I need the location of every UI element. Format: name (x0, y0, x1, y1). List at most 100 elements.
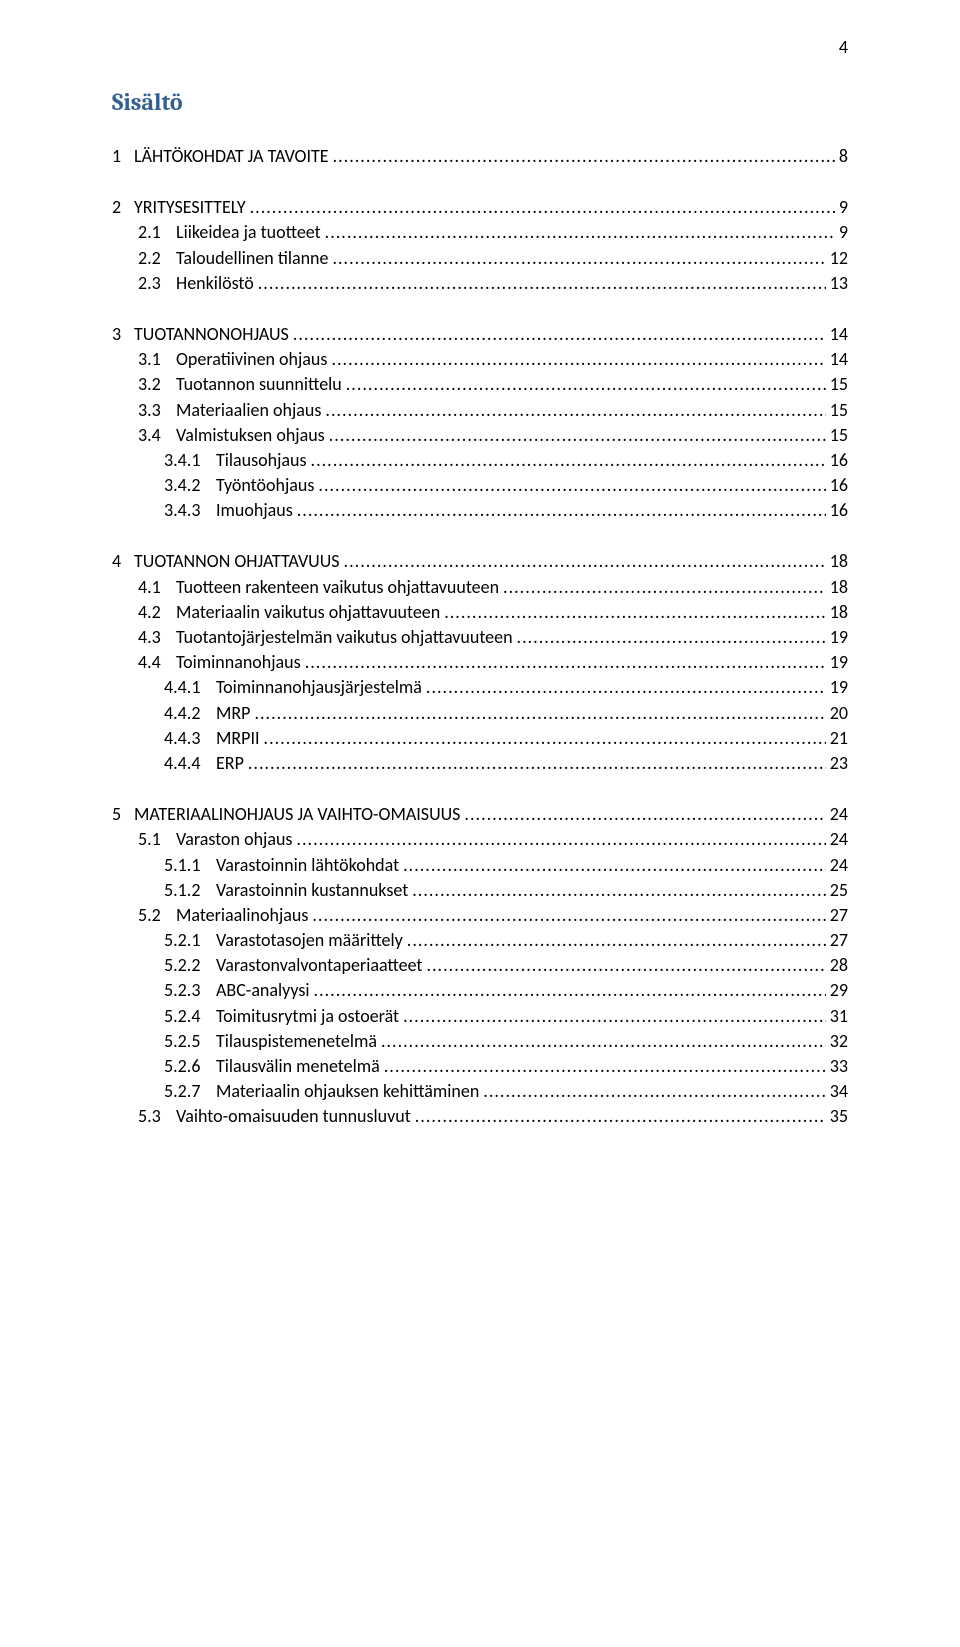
toc-entry[interactable]: 5.1.2 Varastoinnin kustannukset25 (112, 878, 848, 903)
toc-entry-page: 15 (830, 398, 848, 423)
toc-leader-dots (464, 802, 825, 827)
toc-entry[interactable]: 4 TUOTANNON OHJATTAVUUS18 (112, 549, 848, 574)
toc-leader-dots (248, 751, 826, 776)
toc-entry[interactable]: 4.1 Tuotteen rakenteen vaikutus ohjattav… (112, 575, 848, 600)
toc-entry-number: 5.2.1 (164, 928, 216, 953)
toc-entry-title: ERP (216, 751, 244, 776)
toc-leader-dots (426, 675, 826, 700)
toc-leader-dots (332, 246, 825, 271)
toc-entry-number: 5.2.7 (164, 1079, 216, 1104)
toc-entry-page: 31 (830, 1004, 848, 1029)
toc-leader-dots (318, 473, 825, 498)
toc-entry[interactable]: 3.4.2 Työntöohjaus16 (112, 473, 848, 498)
toc-group: 3 TUOTANNONOHJAUS143.1 Operatiivinen ohj… (112, 322, 848, 524)
toc-entry-number: 5 (112, 802, 134, 827)
toc-entry-title: MRP (216, 701, 250, 726)
toc-entry-number: 3.1 (138, 347, 176, 372)
toc-entry[interactable]: 3.4.1 Tilausohjaus16 (112, 448, 848, 473)
toc-entry-number: 4.4.3 (164, 726, 216, 751)
toc-entry[interactable]: 4.2 Materiaalin vaikutus ohjattavuuteen1… (112, 600, 848, 625)
toc-entry[interactable]: 2.2 Taloudellinen tilanne12 (112, 246, 848, 271)
toc-entry-title: Tuotantojärjestelmän vaikutus ohjattavuu… (176, 625, 513, 650)
toc-entry-page: 18 (830, 549, 848, 574)
toc-entry-page: 9 (839, 220, 848, 245)
toc-entry-title: Toiminnanohjausjärjestelmä (216, 675, 422, 700)
toc-entry-page: 8 (839, 144, 848, 169)
toc-entry[interactable]: 4.4.1 Toiminnanohjausjärjestelmä19 (112, 675, 848, 700)
toc-entry-title: Tilausvälin menetelmä (216, 1054, 380, 1079)
toc-entry[interactable]: 5.1 Varaston ohjaus24 (112, 827, 848, 852)
toc-leader-dots (381, 1029, 826, 1054)
toc-entry[interactable]: 2.1 Liikeidea ja tuotteet9 (112, 220, 848, 245)
toc-entry-title: Vaihto-omaisuuden tunnusluvut (176, 1104, 411, 1129)
toc-entry[interactable]: 2.3 Henkilöstö13 (112, 271, 848, 296)
toc-leader-dots (444, 600, 826, 625)
toc-entry[interactable]: 1 LÄHTÖKOHDAT JA TAVOITE8 (112, 144, 848, 169)
toc-entry[interactable]: 3.1 Operatiivinen ohjaus14 (112, 347, 848, 372)
toc-entry[interactable]: 4.4.2 MRP20 (112, 701, 848, 726)
toc-entry[interactable]: 5.2.5 Tilauspistemenetelmä32 (112, 1029, 848, 1054)
toc-entry[interactable]: 3.3 Materiaalien ohjaus15 (112, 398, 848, 423)
toc-entry-number: 4.2 (138, 600, 176, 625)
toc-entry[interactable]: 5 MATERIAALINOHJAUS JA VAIHTO-OMAISUUS24 (112, 802, 848, 827)
toc-entry[interactable]: 4.4 Toiminnanohjaus19 (112, 650, 848, 675)
toc-entry-title: TUOTANNONOHJAUS (134, 322, 289, 347)
toc-entry-number: 3.2 (138, 372, 176, 397)
toc-entry-number: 4 (112, 549, 134, 574)
toc-entry-page: 32 (830, 1029, 848, 1054)
toc-entry[interactable]: 5.2.6 Tilausvälin menetelmä33 (112, 1054, 848, 1079)
toc-entry-title: Imuohjaus (216, 498, 293, 523)
toc-leader-dots (403, 853, 826, 878)
toc-entry[interactable]: 5.2.7 Materiaalin ohjauksen kehittäminen… (112, 1079, 848, 1104)
toc-entry[interactable]: 5.2.2 Varastonvalvontaperiaatteet28 (112, 953, 848, 978)
toc-entry[interactable]: 5.2.4 Toimitusrytmi ja ostoerät31 (112, 1004, 848, 1029)
toc-entry[interactable]: 3.4.3 Imuohjaus16 (112, 498, 848, 523)
toc-leader-dots (264, 726, 826, 751)
toc-entry-number: 4.4.4 (164, 751, 216, 776)
toc-entry-number: 5.1.1 (164, 853, 216, 878)
toc-entry[interactable]: 5.3 Vaihto-omaisuuden tunnusluvut35 (112, 1104, 848, 1129)
toc-entry[interactable]: 5.2.1 Varastotasojen määrittely27 (112, 928, 848, 953)
toc-entry-number: 3 (112, 322, 134, 347)
toc-entry-title: Varastonvalvontaperiaatteet (216, 953, 422, 978)
toc-entry-title: Tilausohjaus (216, 448, 307, 473)
toc-entry[interactable]: 3.4 Valmistuksen ohjaus15 (112, 423, 848, 448)
toc-entry-page: 13 (830, 271, 848, 296)
toc-entry-title: Operatiivinen ohjaus (176, 347, 327, 372)
toc-leader-dots (325, 398, 825, 423)
toc-entry[interactable]: 4.3 Tuotantojärjestelmän vaikutus ohjatt… (112, 625, 848, 650)
toc-entry-title: Toiminnanohjaus (176, 650, 301, 675)
toc-leader-dots (333, 144, 835, 169)
toc-entry-number: 4.3 (138, 625, 176, 650)
toc-entry-page: 24 (830, 853, 848, 878)
toc-entry-number: 5.2.2 (164, 953, 216, 978)
toc-entry-title: Työntöohjaus (216, 473, 314, 498)
toc-entry-title: Varaston ohjaus (176, 827, 292, 852)
toc-leader-dots (312, 903, 825, 928)
toc-entry[interactable]: 5.1.1 Varastoinnin lähtökohdat24 (112, 853, 848, 878)
toc-entry-page: 15 (830, 372, 848, 397)
toc-entry-page: 16 (830, 448, 848, 473)
toc-entry-page: 23 (830, 751, 848, 776)
toc-leader-dots (331, 347, 825, 372)
toc-entry-title: YRITYSESITTELY (134, 195, 246, 220)
toc-entry-number: 2.1 (138, 220, 176, 245)
toc-entry-page: 21 (830, 726, 848, 751)
toc-entry[interactable]: 2 YRITYSESITTELY9 (112, 195, 848, 220)
toc-entry[interactable]: 5.2 Materiaalinohjaus27 (112, 903, 848, 928)
toc-entry[interactable]: 4.4.4 ERP 23 (112, 751, 848, 776)
toc-entry-page: 14 (830, 322, 848, 347)
toc-entry[interactable]: 3 TUOTANNONOHJAUS 14 (112, 322, 848, 347)
toc-leader-dots (254, 701, 825, 726)
toc-leader-dots (426, 953, 825, 978)
toc-entry[interactable]: 4.4.3 MRPII21 (112, 726, 848, 751)
toc-entry-number: 5.2.6 (164, 1054, 216, 1079)
toc-entry-number: 2.2 (138, 246, 176, 271)
toc-entry-number: 2.3 (138, 271, 176, 296)
toc-group: 5 MATERIAALINOHJAUS JA VAIHTO-OMAISUUS24… (112, 802, 848, 1129)
toc-leader-dots (305, 650, 826, 675)
toc-entry[interactable]: 5.2.3 ABC-analyysi29 (112, 978, 848, 1003)
toc-leader-dots (296, 827, 825, 852)
toc-entry[interactable]: 3.2 Tuotannon suunnittelu15 (112, 372, 848, 397)
toc-entry-page: 34 (830, 1079, 848, 1104)
